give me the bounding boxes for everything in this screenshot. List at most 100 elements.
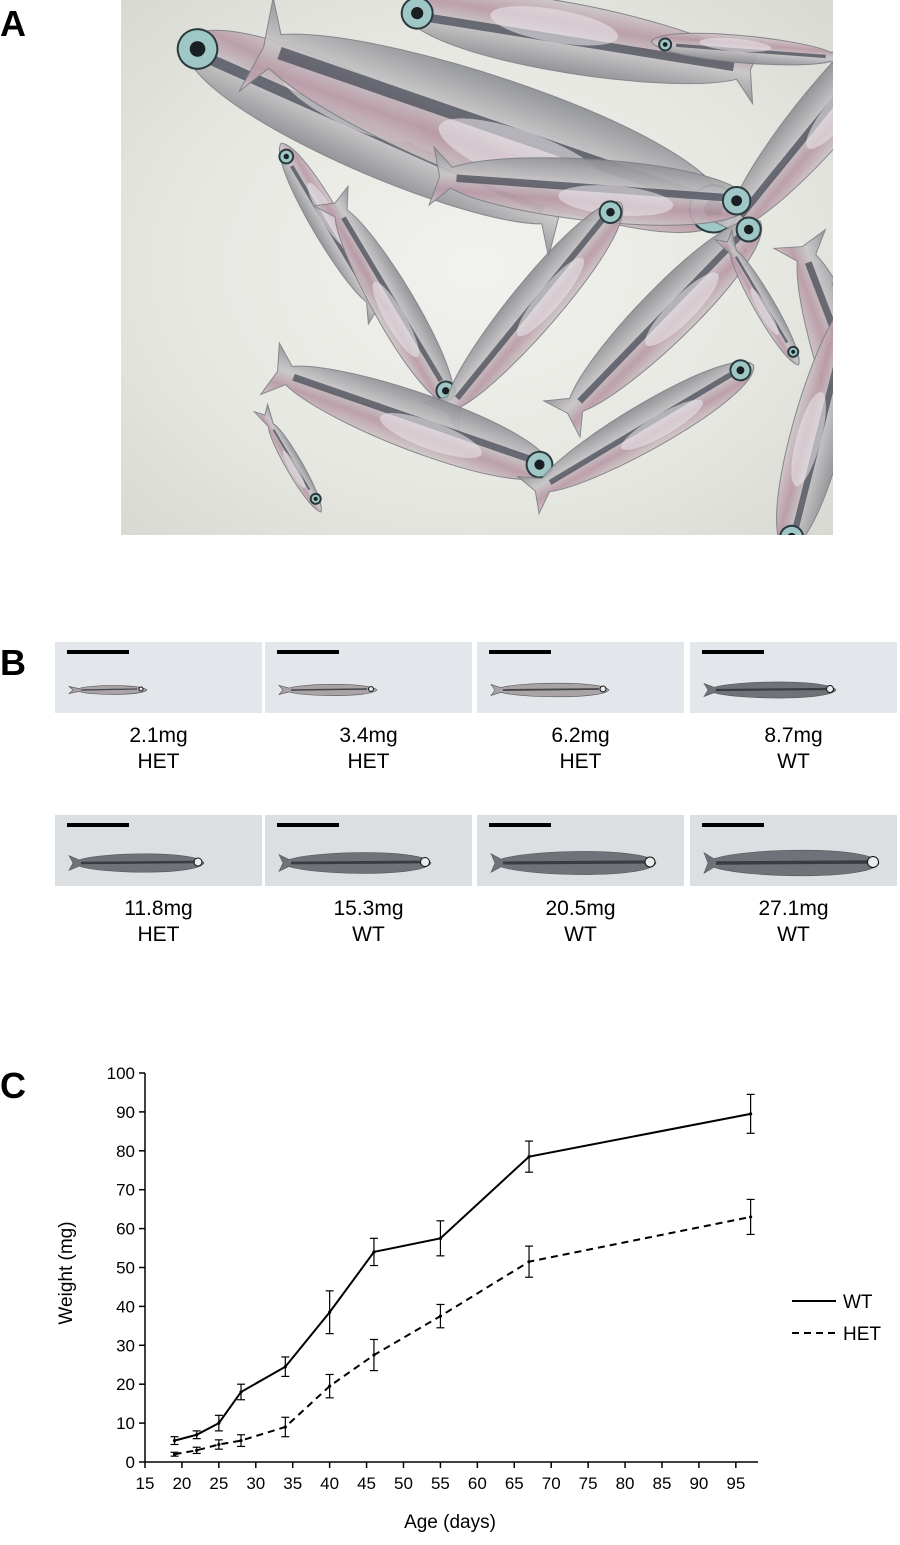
x-tick-label: 15 [136,1474,155,1493]
fish-thumbnail-7 [477,815,684,886]
fish-caption-8: 27.1mg WT [690,896,897,948]
fish-shape [259,341,554,480]
fish-genotype: WT [777,750,810,773]
fish-shape [427,145,752,226]
fish-shape [278,684,378,696]
fish-shape [490,851,657,875]
panel-letter-a: A [0,3,26,44]
fish-shape [776,281,833,535]
data-point [172,1439,177,1443]
data-point [217,1442,221,1447]
scale-bar [277,823,339,827]
panel-letter-b: B [0,642,26,683]
data-point [438,1236,443,1240]
y-tick-label: 50 [116,1259,135,1278]
y-tick-label: 30 [116,1336,135,1355]
y-tick-label: 60 [116,1220,135,1239]
fish-thumbnail-3 [477,642,684,713]
x-tick-label: 55 [431,1474,450,1493]
y-tick-label: 10 [116,1414,135,1433]
x-tick-label: 90 [689,1474,708,1493]
fish-shape [278,852,432,874]
data-point [195,1448,199,1452]
x-tick-label: 20 [172,1474,191,1493]
scale-bar [489,650,551,654]
fish-weight: 20.5mg [545,897,616,920]
fish-caption-1: 2.1mg HET [55,723,262,775]
fish-shape [67,685,148,695]
data-point [328,1384,332,1388]
fish-shape [713,228,800,366]
series-line [174,1215,751,1456]
fish-shape [68,853,205,873]
data-point [283,1425,287,1429]
scale-bar [67,823,129,827]
y-tick-label: 40 [116,1297,135,1316]
fish-caption-2: 3.4mg HET [265,723,472,775]
fish-weight: 11.8mg [124,897,193,920]
x-tick-label: 50 [394,1474,413,1493]
fish-thumbnail-8 [690,815,897,886]
fish-shape [400,0,766,106]
fish-thumbnail-2 [265,642,472,713]
legend-label: HET [843,1324,881,1345]
data-point [217,1421,221,1425]
fish-shape [252,402,322,513]
y-tick-label: 90 [116,1103,135,1122]
y-tick-label: 70 [116,1181,135,1200]
y-tick-label: 20 [116,1375,135,1394]
fish-thumbnail-illustration [265,815,472,886]
fish-weight: 15.3mg [333,897,404,920]
fish-genotype: HET [137,750,180,773]
scale-bar [67,650,129,654]
x-axis-label: Age (days) [404,1512,496,1533]
x-tick-label: 75 [579,1474,598,1493]
legend-label: WT [843,1292,873,1313]
fish-genotype: HET [347,750,390,773]
x-tick-label: 65 [505,1474,524,1493]
fish-group-photo [121,0,833,535]
x-tick-label: 85 [653,1474,672,1493]
fish-thumbnail-illustration [477,642,684,713]
fish-thumbnail-illustration [690,815,897,886]
data-point [328,1310,332,1314]
data-point [239,1390,243,1394]
fish-shape [516,359,755,516]
x-tick-label: 80 [616,1474,635,1493]
fish-shape [542,216,763,439]
data-point [749,1112,753,1116]
x-tick-label: 25 [209,1474,228,1493]
fish-weight: 2.1mg [129,724,188,747]
fish-thumbnail-illustration [55,642,262,713]
series-line [174,1112,751,1442]
fish-thumbnail-1 [55,642,262,713]
series-wt [170,1093,755,1446]
fish-thumbnail-illustration [690,642,897,713]
data-point [195,1433,199,1437]
data-point [527,1260,531,1264]
data-point [438,1314,443,1318]
data-point [239,1439,243,1443]
fish-thumbnail-4 [690,642,897,713]
weight-growth-chart: 0 10 20 30 40 50 60 70 80 90 100 15 20 25 30 35 40 45 50 55… [56,1064,881,1533]
x-tick-label: 30 [246,1474,265,1493]
fish-caption-3: 6.2mg HET [477,723,684,775]
data-point [372,1353,376,1357]
x-tick-label: 40 [320,1474,339,1493]
fish-shape [490,682,610,698]
x-tick-label: 35 [283,1474,302,1493]
fish-shape [650,32,833,73]
fish-group-illustration [176,0,833,535]
data-point [749,1215,753,1219]
data-point [283,1365,287,1369]
scale-bar [702,650,764,654]
fish-genotype: WT [564,923,597,946]
fish-caption-4: 8.7mg WT [690,723,897,775]
fish-shape [703,849,880,877]
fish-weight: 8.7mg [764,724,823,747]
fish-genotype: WT [352,923,385,946]
fish-thumbnail-illustration [477,815,684,886]
y-tick-label: 100 [107,1064,135,1083]
fish-caption-5: 11.8mg HET [55,896,262,948]
y-tick-label: 80 [116,1142,135,1161]
